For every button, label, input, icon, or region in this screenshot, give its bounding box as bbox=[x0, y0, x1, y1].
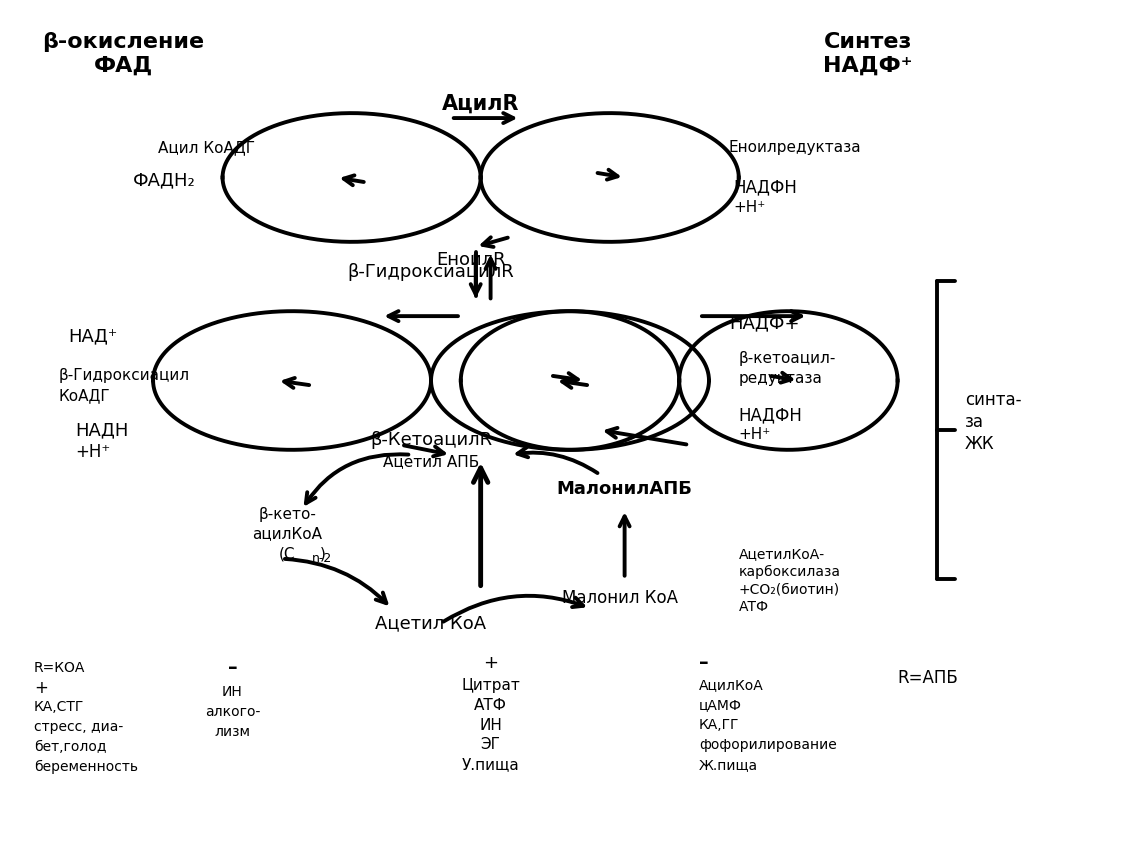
Text: β-кетоацил-: β-кетоацил- bbox=[739, 351, 836, 366]
Text: Ацетил КоА: Ацетил КоА bbox=[376, 614, 486, 632]
Text: –: – bbox=[227, 658, 238, 677]
Text: β-кето-: β-кето- bbox=[258, 507, 316, 522]
Text: +: + bbox=[483, 654, 498, 671]
Text: АцетилКоА-: АцетилКоА- bbox=[739, 547, 825, 561]
Text: ФАДН₂: ФАДН₂ bbox=[134, 172, 196, 190]
Text: алкого-: алкого- bbox=[204, 705, 260, 719]
Text: Цитрат: Цитрат bbox=[461, 678, 520, 693]
Text: КА,СТГ: КА,СТГ bbox=[34, 700, 85, 715]
Text: стресс, диа-: стресс, диа- bbox=[34, 720, 123, 734]
Text: ): ) bbox=[320, 546, 325, 561]
Text: НАДФ+: НАДФ+ bbox=[729, 314, 799, 332]
Text: n-2: n-2 bbox=[312, 552, 332, 565]
Text: У.пища: У.пища bbox=[461, 757, 520, 772]
Text: +СО₂(биотин): +СО₂(биотин) bbox=[739, 583, 839, 596]
Text: ацилКоА: ацилКоА bbox=[252, 526, 322, 541]
Text: R=КОА: R=КОА bbox=[34, 661, 86, 675]
Text: β-ГидроксиацилR: β-ГидроксиацилR bbox=[347, 262, 514, 280]
Text: R=АПБ: R=АПБ bbox=[896, 669, 958, 687]
Text: β-Гидроксиацил: β-Гидроксиацил bbox=[58, 368, 190, 383]
Text: КоАДГ: КоАДГ bbox=[58, 387, 111, 403]
Text: АцилКоА: АцилКоА bbox=[699, 678, 764, 692]
Text: Синтез: Синтез bbox=[823, 32, 912, 52]
Text: за: за bbox=[965, 413, 984, 432]
Text: β-КетоацилR: β-КетоацилR bbox=[370, 431, 492, 449]
Text: ИН: ИН bbox=[222, 685, 243, 699]
Text: ЕноилR: ЕноилR bbox=[436, 250, 506, 268]
Text: ФАД: ФАД bbox=[94, 55, 153, 76]
Text: АТФ: АТФ bbox=[739, 601, 769, 614]
Text: карбоксилаза: карбоксилаза bbox=[739, 564, 841, 579]
Text: НАДФН: НАДФН bbox=[734, 179, 797, 197]
Text: +: + bbox=[34, 678, 48, 696]
Text: синта-: синта- bbox=[965, 391, 1022, 409]
Text: АцилR: АцилR bbox=[442, 93, 520, 113]
Text: АТФ: АТФ bbox=[474, 698, 507, 713]
Text: ЖК: ЖК bbox=[965, 435, 995, 453]
Text: редуктаза: редуктаза bbox=[739, 371, 822, 386]
Text: цАМФ: цАМФ bbox=[699, 698, 742, 712]
Text: бет,голод: бет,голод bbox=[34, 740, 106, 754]
Text: +Н⁺: +Н⁺ bbox=[739, 427, 771, 443]
Text: Ж.пища: Ж.пища bbox=[699, 758, 758, 772]
Text: +Н⁺: +Н⁺ bbox=[75, 443, 111, 461]
Text: (С: (С bbox=[279, 546, 296, 561]
Text: КА,ГГ: КА,ГГ bbox=[699, 718, 739, 732]
Text: +Н⁺: +Н⁺ bbox=[734, 199, 766, 215]
Text: НАДН: НАДН bbox=[75, 421, 129, 439]
Text: ИН: ИН bbox=[480, 718, 502, 733]
Text: лизм: лизм bbox=[215, 725, 250, 739]
Text: β-окисление: β-окисление bbox=[42, 32, 204, 52]
Text: Ацетил АПБ: Ацетил АПБ bbox=[383, 454, 480, 469]
Text: НАДФ⁺: НАДФ⁺ bbox=[823, 55, 912, 76]
Text: Малонил КоА: Малонил КоА bbox=[562, 589, 677, 608]
Text: МалонилАПБ: МалонилАПБ bbox=[556, 481, 692, 499]
Text: фофорилирование: фофорилирование bbox=[699, 738, 837, 752]
Text: ЭГ: ЭГ bbox=[481, 738, 500, 753]
Text: –: – bbox=[699, 653, 709, 672]
Text: Ацил КоАДГ: Ацил КоАДГ bbox=[158, 141, 255, 155]
Text: НАДФН: НАДФН bbox=[739, 406, 803, 424]
Text: беременность: беременность bbox=[34, 759, 138, 774]
Text: НАД⁺: НАД⁺ bbox=[69, 327, 118, 345]
Text: Еноилредуктаза: Еноилредуктаза bbox=[729, 141, 861, 155]
